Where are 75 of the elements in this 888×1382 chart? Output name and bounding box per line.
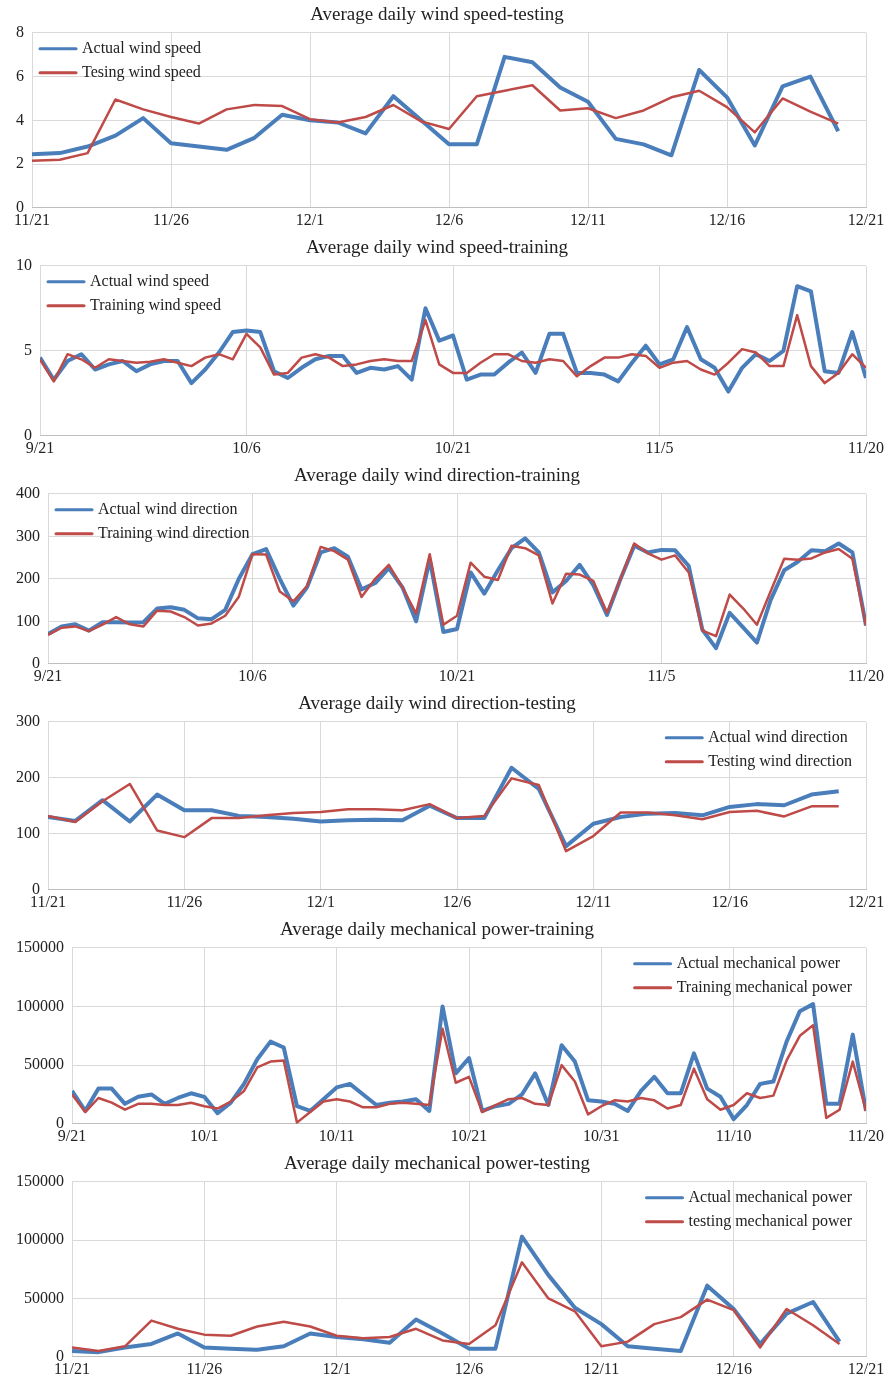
chart-title: Average daily wind direction-training xyxy=(293,464,581,486)
x-tick-label: 10/6 xyxy=(238,666,267,684)
legend-label: Actual mechanical power xyxy=(688,1188,853,1206)
x-tick-label: 11/26 xyxy=(153,210,189,228)
x-tick-label: 12/6 xyxy=(454,1359,484,1377)
y-tick-label: 0 xyxy=(56,1347,64,1364)
x-tick-label: 10/11 xyxy=(318,1126,355,1144)
legend-label: testing mechanical power xyxy=(688,1212,853,1230)
x-tick-label: 11/20 xyxy=(848,438,884,456)
x-tick-label: 12/1 xyxy=(306,892,335,910)
legend-label: Training mechanical power xyxy=(676,978,853,996)
x-tick-label: 12/11 xyxy=(575,892,612,910)
y-tick-label: 200 xyxy=(16,768,40,785)
y-tick-label: 8 xyxy=(16,23,24,40)
y-tick-label: 0 xyxy=(32,880,40,897)
legend-label: Actual wind speed xyxy=(82,39,202,57)
x-tick-label: 10/31 xyxy=(583,1126,620,1144)
legend-label: Actual wind direction xyxy=(708,728,848,745)
y-tick-label: 300 xyxy=(16,712,40,729)
x-tick-label: 10/21 xyxy=(438,666,476,684)
legend-label: Actual mechanical power xyxy=(676,954,841,972)
x-tick-label: 11/26 xyxy=(186,1359,223,1377)
x-tick-label: 12/16 xyxy=(711,892,748,910)
y-tick-label: 100 xyxy=(16,824,40,841)
x-tick-label: 11/5 xyxy=(647,666,676,684)
y-tick-label: 0 xyxy=(16,198,24,215)
x-tick-label: 12/16 xyxy=(708,210,746,228)
x-tick-label: 10/21 xyxy=(434,438,472,456)
x-tick-label: 11/20 xyxy=(848,666,884,684)
y-tick-label: 300 xyxy=(16,526,40,544)
chart-title: Average daily wind direction-testing xyxy=(298,692,577,714)
x-tick-label: 12/16 xyxy=(715,1359,752,1377)
legend-label: Training wind speed xyxy=(90,296,221,314)
x-tick-label: 12/6 xyxy=(434,210,464,228)
x-tick-label: 12/21 xyxy=(847,892,885,910)
x-tick-label: 12/6 xyxy=(442,892,472,910)
x-tick-label: 12/11 xyxy=(570,210,606,228)
y-tick-label: 0 xyxy=(32,654,40,671)
x-tick-label: 10/21 xyxy=(450,1126,488,1144)
y-tick-label: 200 xyxy=(16,569,40,586)
x-tick-label: 11/5 xyxy=(645,438,674,456)
y-tick-label: 50000 xyxy=(24,1055,64,1073)
legend-label: Training wind direction xyxy=(98,524,250,542)
y-tick-label: 2 xyxy=(16,154,24,172)
legend-label: Actual wind speed xyxy=(90,272,210,290)
x-tick-label: 11/10 xyxy=(715,1126,752,1144)
y-tick-label: 150000 xyxy=(16,1172,64,1189)
x-tick-label: 11/26 xyxy=(166,892,203,910)
y-tick-label: 100000 xyxy=(16,996,64,1014)
x-tick-label: 10/1 xyxy=(190,1126,219,1144)
chart-title: Average daily wind speed-testing xyxy=(310,3,565,25)
x-tick-label: 10/6 xyxy=(232,438,261,456)
x-tick-label: 12/21 xyxy=(847,1359,885,1377)
y-tick-label: 400 xyxy=(16,484,40,501)
legend-label: Tesing wind speed xyxy=(82,63,201,81)
x-tick-label: 12/21 xyxy=(847,210,885,228)
y-tick-label: 50000 xyxy=(24,1288,64,1306)
y-tick-label: 0 xyxy=(56,1114,64,1131)
legend-label: Actual wind direction xyxy=(98,500,238,517)
chart-title: Average daily wind speed-training xyxy=(306,236,569,258)
y-tick-label: 100 xyxy=(16,611,40,629)
y-tick-label: 150000 xyxy=(16,938,64,955)
y-tick-label: 4 xyxy=(16,110,24,128)
x-tick-label: 12/11 xyxy=(583,1359,620,1377)
x-tick-label: 12/1 xyxy=(295,210,325,228)
x-tick-label: 11/20 xyxy=(848,1126,884,1144)
y-tick-label: 6 xyxy=(16,66,24,84)
x-tick-label: 12/1 xyxy=(322,1359,351,1377)
y-tick-label: 0 xyxy=(24,426,32,443)
chart-title: Average daily mechanical power-testing xyxy=(284,1152,591,1174)
y-tick-label: 5 xyxy=(24,341,32,358)
chart-title: Average daily mechanical power-training xyxy=(279,918,595,940)
legend-label: Testing wind direction xyxy=(708,752,853,770)
y-tick-label: 10 xyxy=(16,256,32,273)
y-tick-label: 100000 xyxy=(16,1230,64,1248)
